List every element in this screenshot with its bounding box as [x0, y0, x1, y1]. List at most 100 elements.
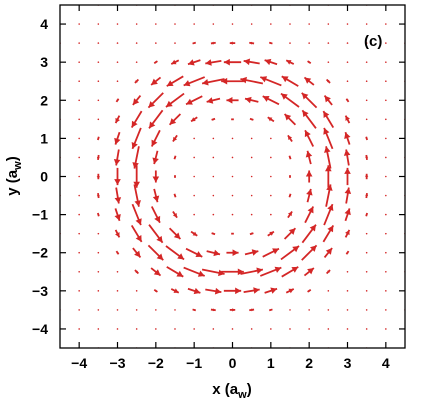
field-arrow [385, 118, 387, 121]
x-axis-label: x (aw) [212, 381, 251, 401]
field-arrow [201, 268, 225, 277]
field-arrow [259, 76, 282, 87]
field-arrow [97, 61, 100, 63]
field-arrow [174, 42, 176, 44]
field-arrow [267, 230, 275, 237]
field-arrow [289, 23, 291, 25]
field-arrow [346, 290, 349, 292]
field-arrow [96, 173, 100, 180]
field-arrow [250, 137, 253, 140]
field-arrow [281, 266, 299, 278]
field-arrow [385, 61, 387, 63]
field-arrow [223, 287, 242, 295]
y-tick-label: −3 [32, 283, 48, 299]
field-arrow [132, 146, 140, 169]
field-arrow [385, 175, 387, 178]
field-arrow [190, 230, 198, 237]
field-arrow [322, 224, 335, 243]
field-arrow [268, 41, 273, 45]
field-arrow [114, 208, 121, 222]
field-arrow [133, 184, 141, 207]
field-arrow [250, 213, 253, 216]
field-arrow [114, 187, 122, 204]
field-arrow [78, 23, 80, 25]
field-arrow [133, 165, 140, 188]
field-arrow [155, 23, 157, 25]
field-arrow [212, 328, 215, 330]
field-arrow [226, 96, 239, 104]
field-arrow [155, 309, 157, 311]
field-arrow [97, 290, 100, 292]
field-arrow [365, 251, 368, 254]
field-arrow [365, 99, 368, 102]
x-tick-label: −3 [110, 355, 126, 371]
field-arrow [147, 244, 164, 261]
field-arrow [148, 109, 164, 129]
field-arrow [270, 213, 272, 216]
field-arrow [170, 288, 180, 294]
field-arrow [78, 61, 80, 63]
field-arrow [385, 251, 387, 254]
field-arrow [78, 156, 80, 159]
y-tick-label: 1 [40, 130, 48, 146]
field-arrow [365, 212, 368, 217]
field-arrow [173, 193, 177, 198]
field-arrow [250, 23, 253, 25]
field-arrow [147, 92, 164, 109]
field-arrow [344, 208, 351, 222]
field-arrow [344, 229, 351, 238]
field-arrow [268, 308, 273, 312]
field-arrow [306, 188, 313, 203]
field-arrow [270, 137, 272, 140]
field-arrow [308, 23, 310, 25]
field-arrow [280, 245, 300, 261]
field-arrow [325, 269, 331, 275]
field-arrow [131, 127, 142, 150]
field-arrow [78, 99, 80, 102]
field-arrow [97, 118, 100, 121]
field-arrow [385, 137, 387, 140]
field-arrow [205, 287, 222, 295]
field-arrow [322, 110, 335, 129]
field-arrow [289, 328, 291, 330]
field-arrow [212, 175, 215, 178]
field-arrow [172, 134, 178, 142]
field-arrow [174, 175, 176, 178]
field-arrow [365, 42, 368, 44]
field-arrow [323, 247, 333, 258]
field-arrow [97, 42, 100, 44]
field-arrow [97, 270, 100, 273]
field-arrow [165, 92, 185, 108]
field-arrow [301, 92, 318, 109]
field-arrow [327, 290, 330, 292]
field-arrow [192, 308, 197, 312]
field-arrow [226, 249, 239, 257]
field-arrow [132, 247, 142, 258]
field-arrow [324, 146, 332, 169]
field-arrow [206, 249, 221, 257]
field-arrow [201, 78, 225, 86]
field-arrow [165, 245, 185, 261]
field-arrow [229, 308, 236, 312]
field-arrow [301, 109, 317, 129]
field-arrow [288, 155, 292, 160]
field-arrow [280, 92, 300, 108]
field-arrow [153, 289, 158, 293]
field-arrow [152, 150, 159, 165]
field-arrow [183, 76, 206, 87]
field-arrow [270, 175, 272, 178]
field-arrow [221, 268, 244, 276]
field-arrow [287, 134, 293, 142]
field-arrow [346, 328, 349, 330]
field-arrow [385, 232, 387, 235]
field-arrow [212, 23, 215, 25]
field-arrow [210, 308, 216, 312]
field-arrow [365, 80, 368, 83]
axis-ticks: −4 −3 −2 −1 0 1 2 3 4 −4 −3 −2 −1 0 1 2 3 4 [32, 5, 405, 371]
field-arrow [185, 247, 203, 258]
field-arrow [193, 137, 195, 140]
field-arrow [231, 328, 234, 330]
field-arrow [264, 58, 278, 66]
field-arrow [78, 290, 80, 292]
field-arrow [135, 309, 138, 311]
